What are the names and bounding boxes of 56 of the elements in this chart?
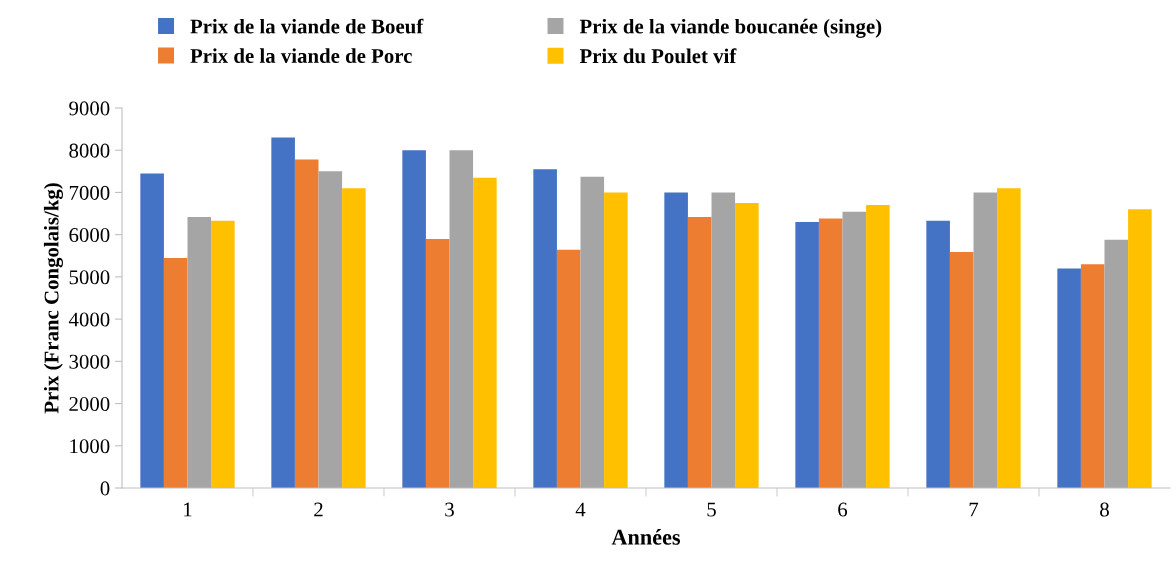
y-tick-label: 2000 — [69, 396, 110, 411]
bar — [949, 251, 974, 488]
x-tick-label: 4 — [575, 502, 586, 517]
x-tick-label: 5 — [707, 502, 716, 517]
bar — [425, 238, 450, 488]
bar — [1104, 239, 1129, 488]
bar — [163, 257, 188, 488]
x-tick-label: 1 — [184, 502, 192, 517]
legend-label: Prix du Poulet vif — [579, 48, 737, 64]
bar — [711, 192, 736, 488]
bar — [580, 176, 605, 488]
bar — [211, 220, 235, 488]
y-tick-label: 7000 — [69, 185, 110, 200]
y-tick-label: 0 — [100, 481, 110, 496]
x-tick-label: 3 — [445, 502, 454, 517]
bar — [997, 188, 1021, 488]
y-tick-label: 4000 — [68, 312, 110, 327]
bar — [533, 169, 557, 488]
bar — [140, 173, 164, 488]
y-tick-label: 6000 — [69, 228, 110, 243]
bar — [687, 216, 712, 488]
y-tick-label: 9000 — [69, 101, 110, 116]
bar — [664, 192, 688, 488]
bar — [271, 137, 295, 488]
y-tick-label: 1000 — [70, 439, 110, 454]
bar — [342, 188, 366, 488]
y-axis-title: Prix (Franc Congolais/kg) — [43, 183, 63, 414]
bar — [318, 171, 343, 488]
bar — [795, 222, 819, 488]
bar — [449, 150, 474, 488]
bar — [1080, 264, 1105, 488]
x-tick-label: 2 — [314, 502, 323, 517]
bar — [294, 159, 319, 488]
bar — [402, 150, 426, 488]
bar — [866, 205, 890, 488]
bar — [735, 203, 759, 488]
bar — [604, 192, 628, 488]
bar — [973, 192, 998, 488]
bar — [1128, 209, 1152, 488]
y-tick-label: 8000 — [69, 143, 110, 158]
bar — [842, 211, 867, 488]
y-tick-label: 5000 — [69, 270, 110, 285]
x-axis-title: Années — [611, 529, 681, 545]
bar — [556, 249, 581, 488]
bar — [926, 220, 950, 488]
y-tick-label: 3000 — [69, 354, 110, 369]
bar — [818, 218, 843, 488]
x-tick-label: 6 — [838, 502, 848, 517]
legend-label: Prix de la viande boucanée (singe) — [579, 18, 882, 38]
x-tick-label: 7 — [969, 502, 979, 517]
legend-label: Prix de la viande de Porc — [190, 48, 412, 63]
legend-label: Prix de la viande de Boeuf — [190, 18, 424, 34]
bar — [187, 216, 212, 488]
bar — [473, 177, 497, 488]
x-tick-label: 8 — [1100, 502, 1109, 517]
bar — [1057, 268, 1081, 488]
